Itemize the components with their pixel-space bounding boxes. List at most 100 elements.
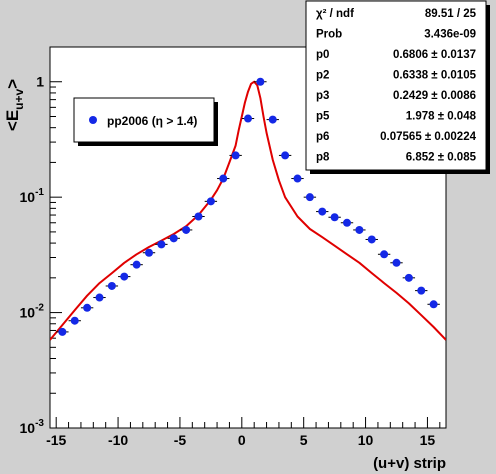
data-point: [353, 225, 366, 234]
data-point: [204, 197, 218, 206]
data-point-marker: [318, 207, 327, 216]
data-point-marker: [330, 213, 339, 222]
legend-marker: [89, 116, 97, 124]
x-axis-tick-labels: -15 -10 -5 0 5 10 15: [46, 432, 435, 448]
data-point: [402, 273, 416, 282]
legend-box: [73, 97, 215, 143]
stats-rows: χ² / ndf 89.51 / 25 Prob 3.436e-09 p0 0.6806 …: [316, 8, 477, 164]
fit-curve-layer: [50, 80, 446, 341]
y-tick-label-exponent: -1: [35, 187, 44, 198]
data-point-marker: [417, 286, 426, 295]
data-point-marker: [70, 316, 79, 325]
x-tick-label: 10: [358, 432, 374, 448]
data-point: [179, 225, 193, 234]
data-point-marker: [157, 240, 166, 249]
data-point: [427, 300, 440, 309]
y-tick-label: 1: [36, 74, 44, 90]
data-point-marker: [343, 218, 351, 227]
data-point-marker: [268, 115, 277, 124]
data-point-marker: [182, 225, 191, 234]
data-point-marker: [95, 293, 104, 302]
data-point: [365, 235, 378, 244]
data-point: [56, 327, 69, 336]
stats-row-label: p3: [316, 90, 329, 102]
stats-row-value: 6.852 ± 0.085: [406, 152, 477, 164]
y-tick-label-base: 10: [20, 305, 36, 321]
y-tick-label: 10-2: [20, 303, 45, 321]
data-point: [167, 234, 180, 243]
data-point: [105, 281, 119, 290]
data-point-marker: [145, 248, 153, 257]
y-axis-label-sub: u+v: [12, 88, 26, 109]
data-point-marker: [256, 77, 265, 86]
data-point: [303, 193, 317, 202]
data-point: [80, 303, 94, 312]
stats-row-value: 0.2429 ± 0.0086: [393, 90, 476, 102]
data-point: [340, 218, 354, 227]
y-tick-label: 10-3: [20, 418, 45, 436]
stats-row-label: p2: [316, 70, 329, 82]
y-axis-label: <Eu+v>: [3, 79, 26, 131]
stats-row-label: p0: [316, 49, 329, 61]
data-point: [266, 115, 279, 124]
data-point: [377, 250, 391, 259]
x-tick-label: -15: [46, 432, 66, 448]
data-point: [291, 174, 304, 183]
data-point-marker: [194, 212, 203, 221]
data-point: [229, 151, 242, 160]
data-point-marker: [305, 193, 314, 202]
data-point-marker: [429, 300, 438, 309]
data-point-marker: [219, 174, 228, 183]
data-point-marker: [380, 250, 389, 259]
stats-row-value: 0.6338 ± 0.0105: [393, 70, 477, 82]
stats-row-value: 1.978 ± 0.048: [406, 111, 477, 123]
data-point-marker: [58, 327, 67, 336]
data-point: [118, 272, 131, 281]
stats-box: χ² / ndf 89.51 / 25 Prob 3.436e-09 p0 0.6806 …: [305, 0, 490, 174]
stats-row-value: 3.436e-09: [424, 29, 476, 41]
stats-row-value: 0.07565 ± 0.00224: [380, 131, 476, 143]
data-point: [68, 316, 81, 325]
stats-row-label: Prob: [316, 29, 342, 41]
data-point: [130, 260, 143, 269]
data-point: [217, 174, 230, 183]
data-point: [316, 207, 329, 216]
x-tick-label: -5: [174, 432, 187, 448]
legend: pp2006 (η > 1.4): [73, 97, 218, 146]
data-point-marker: [392, 258, 401, 267]
y-axis-label-main: <E: [3, 110, 22, 131]
stats-row-value: 89.51 / 25: [425, 8, 477, 20]
y-axis-tick-labels: 10-310-210-11: [20, 74, 45, 436]
x-tick-label: 15: [420, 432, 436, 448]
data-point-marker: [367, 235, 376, 244]
data-point-marker: [244, 114, 252, 123]
data-point: [415, 286, 428, 295]
fit-curve: [50, 80, 446, 341]
stats-row-label: p6: [316, 131, 329, 143]
data-point: [254, 77, 267, 86]
x-axis-label: (u+v) strip: [373, 455, 446, 472]
data-point: [278, 151, 292, 160]
data-point-marker: [404, 273, 413, 282]
data-point: [93, 293, 106, 302]
y-tick-label-base: 10: [20, 189, 36, 205]
y-tick-label-base: 10: [20, 420, 36, 436]
y-tick-label: 10-1: [20, 187, 45, 205]
data-point: [155, 240, 168, 249]
x-tick-label: 0: [238, 432, 246, 448]
data-point-marker: [355, 225, 364, 234]
legend-label: pp2006 (η > 1.4): [107, 114, 197, 128]
data-point-marker: [83, 303, 92, 312]
data-point-marker: [132, 260, 141, 269]
data-points-layer: [56, 77, 440, 336]
data-point: [142, 248, 156, 257]
data-point-marker: [120, 272, 129, 281]
x-axis-ticks: [55, 417, 441, 428]
stats-row-label: p5: [316, 111, 330, 123]
data-point: [241, 114, 255, 123]
stats-box-frame: [305, 0, 487, 171]
y-axis-label-close: >: [3, 79, 22, 89]
x-tick-label: 5: [300, 432, 308, 448]
y-tick-label-exponent: -2: [35, 303, 44, 314]
